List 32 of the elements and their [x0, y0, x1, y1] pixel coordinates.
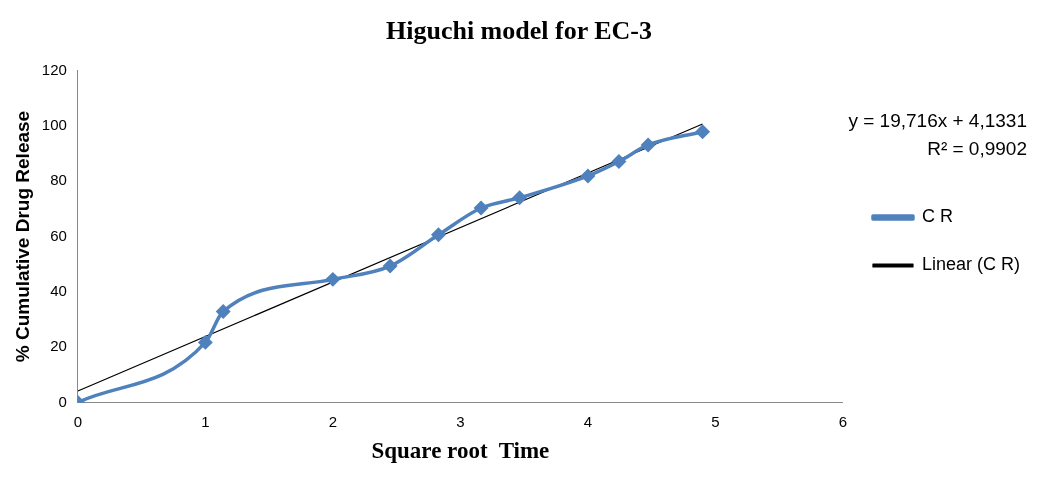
- y-tick-label: 60: [50, 226, 67, 244]
- y-tick-label: 0: [58, 392, 67, 410]
- x-tick-label: 6: [838, 412, 848, 430]
- legend-label: Linear (C R): [921, 254, 1021, 275]
- point: [474, 201, 488, 215]
- y-tick-label: 120: [41, 60, 67, 78]
- y-tick-label: 80: [50, 171, 67, 189]
- x-tick-label: 0: [73, 412, 82, 430]
- y-tick-label: 20: [50, 337, 67, 355]
- point: [431, 228, 446, 242]
- point: [641, 138, 655, 152]
- point: [512, 191, 527, 205]
- x-tick-label: 1: [201, 412, 210, 430]
- chart-title: Higuchi model for EC-3: [385, 16, 653, 46]
- point: [695, 124, 710, 139]
- x-axis-title: Square root Time: [371, 438, 550, 464]
- x-tick-label: 2: [328, 412, 338, 430]
- text: R² = 0,9902: [927, 137, 1027, 159]
- point: [198, 335, 213, 350]
- y-tick-label: 40: [50, 281, 67, 299]
- point: [581, 169, 595, 183]
- legend-label: C R: [921, 206, 953, 227]
- point: [383, 259, 397, 273]
- point: [326, 272, 340, 287]
- point: [612, 154, 626, 169]
- text: y = 19,716x + 4,1331: [848, 109, 1027, 131]
- y-axis-title: % Cumulative Drug Release: [11, 110, 33, 363]
- x-tick-label: 4: [583, 412, 593, 430]
- x-tick-label: 3: [456, 412, 465, 430]
- point: [216, 304, 230, 319]
- y-tick-label: 100: [41, 116, 67, 134]
- x-tick-label: 5: [711, 412, 720, 430]
